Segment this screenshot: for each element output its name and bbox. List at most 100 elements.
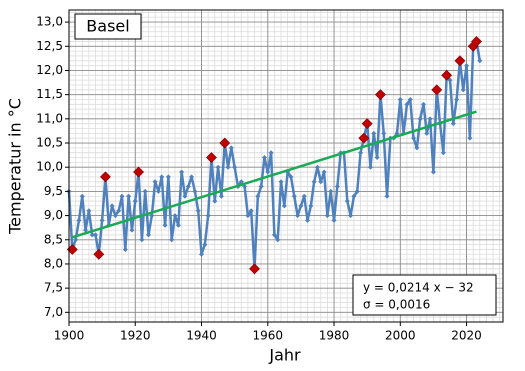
y-tick-label: 7,0	[44, 305, 63, 319]
data-point	[414, 145, 420, 151]
data-point	[321, 169, 327, 175]
data-point	[159, 174, 165, 180]
record-point	[133, 166, 144, 178]
data-point	[255, 193, 261, 199]
data-point	[367, 164, 373, 170]
data-point	[202, 242, 208, 248]
y-tick-label: 10,0	[36, 160, 63, 174]
data-point	[248, 208, 254, 214]
data-point	[454, 96, 460, 102]
data-point	[169, 237, 175, 243]
data-point	[354, 188, 360, 194]
data-point	[232, 164, 238, 170]
data-point	[440, 150, 446, 156]
data-point	[311, 179, 317, 185]
data-point	[464, 63, 470, 69]
data-point	[205, 213, 211, 219]
data-point	[129, 227, 135, 233]
data-point	[116, 208, 122, 214]
trend-line	[71, 110, 477, 239]
data-point	[407, 96, 413, 102]
data-point	[83, 227, 89, 233]
record-point	[219, 137, 231, 149]
data-point	[411, 135, 417, 141]
data-point	[384, 193, 390, 199]
data-point	[450, 121, 456, 127]
data-point	[175, 222, 181, 228]
data-point	[162, 222, 168, 228]
data-point	[73, 237, 79, 243]
data-point	[447, 77, 453, 83]
y-tick-label: 8,0	[44, 256, 63, 270]
x-tick-label: 2020	[451, 329, 482, 343]
data-point	[228, 145, 234, 151]
x-tick-label: 2000	[385, 329, 416, 343]
data-point	[295, 213, 301, 219]
data-point	[417, 116, 423, 122]
x-tick-label: 1900	[54, 329, 85, 343]
plot-frame	[68, 9, 504, 323]
data-point	[119, 193, 125, 199]
data-point	[275, 237, 281, 243]
data-point	[89, 232, 95, 238]
data-point	[371, 130, 377, 136]
record-point	[93, 248, 105, 260]
data-point	[122, 246, 128, 252]
record-point	[431, 84, 443, 96]
data-point	[238, 179, 244, 185]
y-tick-label: 11,0	[36, 111, 63, 125]
data-point	[374, 155, 380, 161]
y-tick-label: 10,5	[36, 136, 63, 150]
y-axis-label: Temperatur in °C	[6, 98, 25, 235]
data-point	[348, 213, 354, 219]
annotation: σ = 0,0016	[363, 298, 430, 312]
data-point	[394, 130, 400, 136]
data-point	[93, 232, 99, 238]
record-point	[471, 36, 482, 47]
chart-title: Basel	[86, 17, 129, 36]
data-point	[261, 155, 267, 161]
data-point	[218, 193, 224, 199]
data-point	[308, 203, 314, 209]
title-box	[74, 13, 142, 40]
data-point	[199, 251, 205, 257]
record-point	[454, 55, 466, 67]
data-point	[212, 198, 218, 204]
plot-area	[69, 10, 503, 322]
data-point	[344, 198, 350, 204]
data-point	[477, 58, 483, 64]
data-point	[358, 150, 364, 156]
data-point	[165, 174, 171, 180]
data-point	[351, 193, 357, 199]
data-point	[328, 188, 334, 194]
data-point	[126, 193, 132, 199]
data-point	[185, 184, 191, 190]
data-point	[172, 213, 178, 219]
data-point	[152, 179, 158, 185]
x-tick-label: 1960	[253, 329, 284, 343]
data-point	[245, 213, 251, 219]
data-point	[146, 232, 152, 238]
record-point	[358, 132, 370, 144]
x-tick-label: 1980	[319, 329, 350, 343]
data-point	[291, 193, 297, 199]
record-point	[206, 152, 217, 163]
y-tick-label: 9,5	[44, 184, 63, 198]
data-point	[76, 217, 82, 223]
x-tick-label: 1920	[120, 329, 151, 343]
data-point	[265, 169, 271, 175]
record-point	[100, 171, 111, 183]
data-point	[334, 184, 340, 190]
data-point	[460, 87, 466, 93]
y-tick-label: 9,0	[44, 208, 63, 222]
data-point	[331, 217, 337, 223]
data-point	[298, 203, 304, 209]
y-tick-label: 11,5	[36, 87, 63, 101]
data-point	[109, 203, 115, 209]
record-point	[374, 89, 386, 101]
data-point	[467, 135, 473, 141]
data-point	[132, 198, 138, 204]
marks	[66, 36, 483, 275]
